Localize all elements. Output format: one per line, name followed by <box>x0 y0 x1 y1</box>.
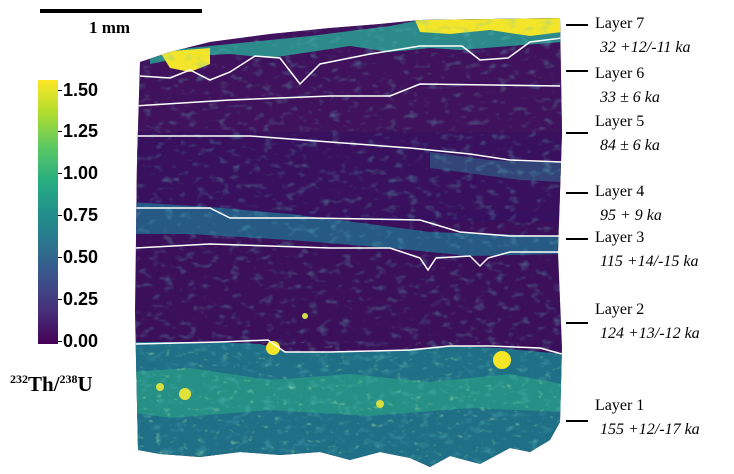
layer-2-age: 124 +13/-12 ka <box>600 325 700 342</box>
layer-3-age: 115 +14/-15 ka <box>600 253 699 270</box>
layer-2-name: Layer 2 <box>595 301 645 318</box>
colorbar-tick-label: 1.00 <box>63 163 99 183</box>
colorbar-tick <box>58 173 62 174</box>
colorbar-tick <box>58 341 62 342</box>
ratio-den-element: U <box>77 372 93 396</box>
layer-1-name: Layer 1 <box>595 397 645 414</box>
ratio-den-isotope: 238 <box>59 372 78 386</box>
colorbar-tick-label: 1.50 <box>63 80 99 100</box>
layer-4-name: Layer 4 <box>595 183 645 200</box>
colorbar-tick <box>58 131 62 132</box>
ratio-separator: / <box>53 372 60 396</box>
layer-leader-line <box>566 70 588 72</box>
layer-3-name: Layer 3 <box>595 229 645 246</box>
layer-leader-line <box>566 238 588 240</box>
ratio-label: 232Th/238U <box>10 372 93 397</box>
layer-4-age: 95 + 9 ka <box>600 207 662 224</box>
colorbar-tick <box>58 299 62 300</box>
hotspot <box>493 351 511 369</box>
boundary-line <box>135 339 562 355</box>
boundary-line <box>135 243 562 272</box>
layer-leader-line <box>566 24 588 26</box>
layer-1-age: 155 +12/-17 ka <box>600 421 700 438</box>
layer-7-name: Layer 7 <box>595 15 645 32</box>
layer-6-name: Layer 6 <box>595 65 645 82</box>
map-speckle <box>135 18 562 467</box>
colorbar-tick-label: 0.00 <box>63 331 99 351</box>
layer-5-age: 84 ± 6 ka <box>600 137 660 154</box>
colorbar-tick-label: 0.75 <box>63 205 99 225</box>
layer-7-age: 32 +12/-11 ka <box>600 39 691 56</box>
ratio-num-isotope: 232 <box>10 372 28 386</box>
layer-5-name: Layer 5 <box>595 113 645 130</box>
colorbar-tick <box>58 215 62 216</box>
layer-leader-line <box>566 132 588 134</box>
element-map <box>135 18 562 467</box>
colorbar-tick-label: 0.50 <box>63 247 99 267</box>
colorbar-tick-label: 0.25 <box>63 289 99 309</box>
boundary-line <box>135 83 561 107</box>
hotspot <box>302 313 308 319</box>
boundary-line <box>139 37 562 86</box>
hotspot <box>156 383 164 391</box>
scale-bar-label: 1 mm <box>89 18 131 37</box>
boundary-line <box>135 135 562 163</box>
ratio-num-element: Th <box>28 372 54 396</box>
layer-leader-line <box>566 322 588 324</box>
hotspot <box>179 388 191 400</box>
layer-leader-line <box>566 192 588 194</box>
hotspot <box>376 400 384 408</box>
colorbar-tick <box>58 257 62 258</box>
scale-bar <box>40 9 202 13</box>
colorbar-tick-label: 1.25 <box>63 121 99 141</box>
layer-6-age: 33 ± 6 ka <box>600 89 660 106</box>
boundary-line <box>135 207 562 237</box>
colorbar-tick <box>58 90 62 91</box>
colorbar <box>38 80 58 344</box>
layer-leader-line <box>566 420 588 422</box>
hotspot <box>266 341 280 355</box>
